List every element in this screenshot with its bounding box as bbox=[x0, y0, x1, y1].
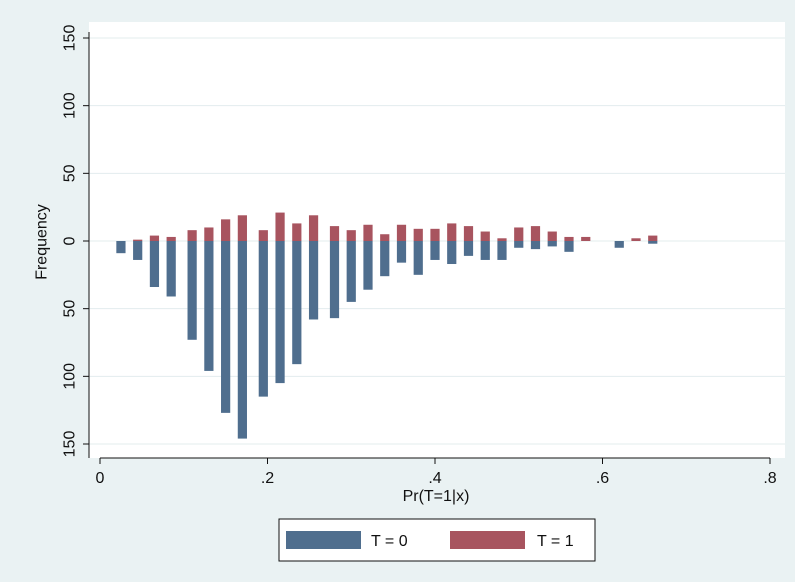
x-tick-label-4: .8 bbox=[763, 470, 776, 487]
bar-t1-23 bbox=[514, 227, 524, 241]
x-tick-label-2: .4 bbox=[428, 470, 441, 487]
bar-t0-2 bbox=[149, 241, 160, 288]
bar-t1-22 bbox=[497, 238, 507, 241]
bar-t0-21 bbox=[480, 241, 490, 260]
y-tick-label-4: 50 bbox=[62, 300, 79, 318]
legend-label-0: T = 0 bbox=[371, 533, 408, 550]
bar-t1-12 bbox=[329, 226, 340, 241]
y-tick-label-0: 150 bbox=[62, 25, 79, 52]
y-tick-label-6: 150 bbox=[62, 431, 79, 458]
bar-t0-19 bbox=[447, 241, 457, 265]
bar-t1-17 bbox=[413, 228, 423, 241]
bar-t0-13 bbox=[346, 241, 356, 302]
bar-t1-30 bbox=[631, 238, 641, 241]
bar-t0-24 bbox=[530, 241, 541, 250]
bar-t1-3 bbox=[166, 236, 176, 241]
y-tick-label-3: 0 bbox=[62, 236, 79, 245]
bar-t1-25 bbox=[547, 231, 557, 241]
axes: 150 100 50 0 50 100 150 0 .2 .4 .6 .8 bbox=[62, 25, 777, 487]
bar-t0-26 bbox=[564, 241, 574, 252]
bar-t1-10 bbox=[292, 223, 302, 241]
bar-t0-8 bbox=[258, 241, 268, 397]
bar-t0-1 bbox=[133, 241, 143, 260]
bar-t0-29 bbox=[614, 241, 624, 248]
bar-t0-18 bbox=[430, 241, 440, 260]
bar-t0-25 bbox=[547, 241, 557, 247]
bar-t1-11 bbox=[308, 215, 319, 241]
x-tick-label-3: .6 bbox=[596, 470, 609, 487]
bar-t0-17 bbox=[413, 241, 423, 275]
bar-t1-9 bbox=[275, 212, 285, 241]
bar-t1-27 bbox=[581, 236, 591, 241]
bar-t1-2 bbox=[149, 235, 160, 241]
bar-t0-0 bbox=[116, 241, 126, 254]
bar-t0-11 bbox=[308, 241, 319, 320]
bar-t1-16 bbox=[396, 224, 407, 241]
legend-key-0 bbox=[286, 531, 361, 549]
y-axis-title: Frequency bbox=[34, 204, 51, 280]
bar-t0-23 bbox=[514, 241, 524, 248]
bar-t0-3 bbox=[166, 241, 176, 297]
bar-t1-18 bbox=[430, 228, 440, 241]
bar-t1-13 bbox=[346, 230, 356, 241]
bar-t0-15 bbox=[380, 241, 390, 277]
bar-t1-20 bbox=[463, 226, 474, 241]
bar-t1-5 bbox=[204, 227, 214, 241]
x-axis-title: Pr(T=1|x) bbox=[403, 488, 470, 505]
bar-t0-31 bbox=[648, 241, 658, 244]
legend-label-1: T = 1 bbox=[537, 533, 574, 550]
bar-t1-14 bbox=[363, 224, 373, 241]
bar-t0-22 bbox=[497, 241, 507, 260]
bar-t1-1 bbox=[133, 239, 143, 241]
bar-t0-9 bbox=[275, 241, 285, 384]
bar-t0-10 bbox=[292, 241, 302, 365]
bar-t0-16 bbox=[396, 241, 407, 263]
bars bbox=[116, 212, 658, 439]
bar-t1-7 bbox=[237, 215, 247, 241]
bar-t1-31 bbox=[648, 235, 658, 241]
bar-t1-24 bbox=[530, 226, 541, 241]
bar-t0-4 bbox=[187, 241, 197, 340]
bar-t1-26 bbox=[564, 236, 574, 241]
bar-t1-6 bbox=[221, 219, 231, 241]
y-tick-label-2: 50 bbox=[62, 164, 79, 182]
bar-t1-21 bbox=[480, 231, 490, 241]
bar-t1-8 bbox=[258, 230, 268, 241]
y-tick-label-5: 100 bbox=[62, 363, 79, 390]
bar-t0-5 bbox=[204, 241, 214, 371]
x-tick-label-1: .2 bbox=[261, 470, 274, 487]
bar-t1-15 bbox=[380, 234, 390, 241]
bar-t1-4 bbox=[187, 230, 197, 241]
bar-t0-14 bbox=[363, 241, 373, 290]
bar-t1-19 bbox=[447, 223, 457, 241]
x-tick-label-0: 0 bbox=[96, 470, 105, 487]
bar-t0-20 bbox=[463, 241, 474, 256]
bar-t0-12 bbox=[329, 241, 340, 319]
y-tick-label-1: 100 bbox=[62, 92, 79, 119]
legend: T = 0 T = 1 bbox=[278, 518, 596, 562]
bar-t0-6 bbox=[221, 241, 231, 413]
legend-key-1 bbox=[450, 531, 525, 549]
bar-t0-7 bbox=[237, 241, 247, 439]
